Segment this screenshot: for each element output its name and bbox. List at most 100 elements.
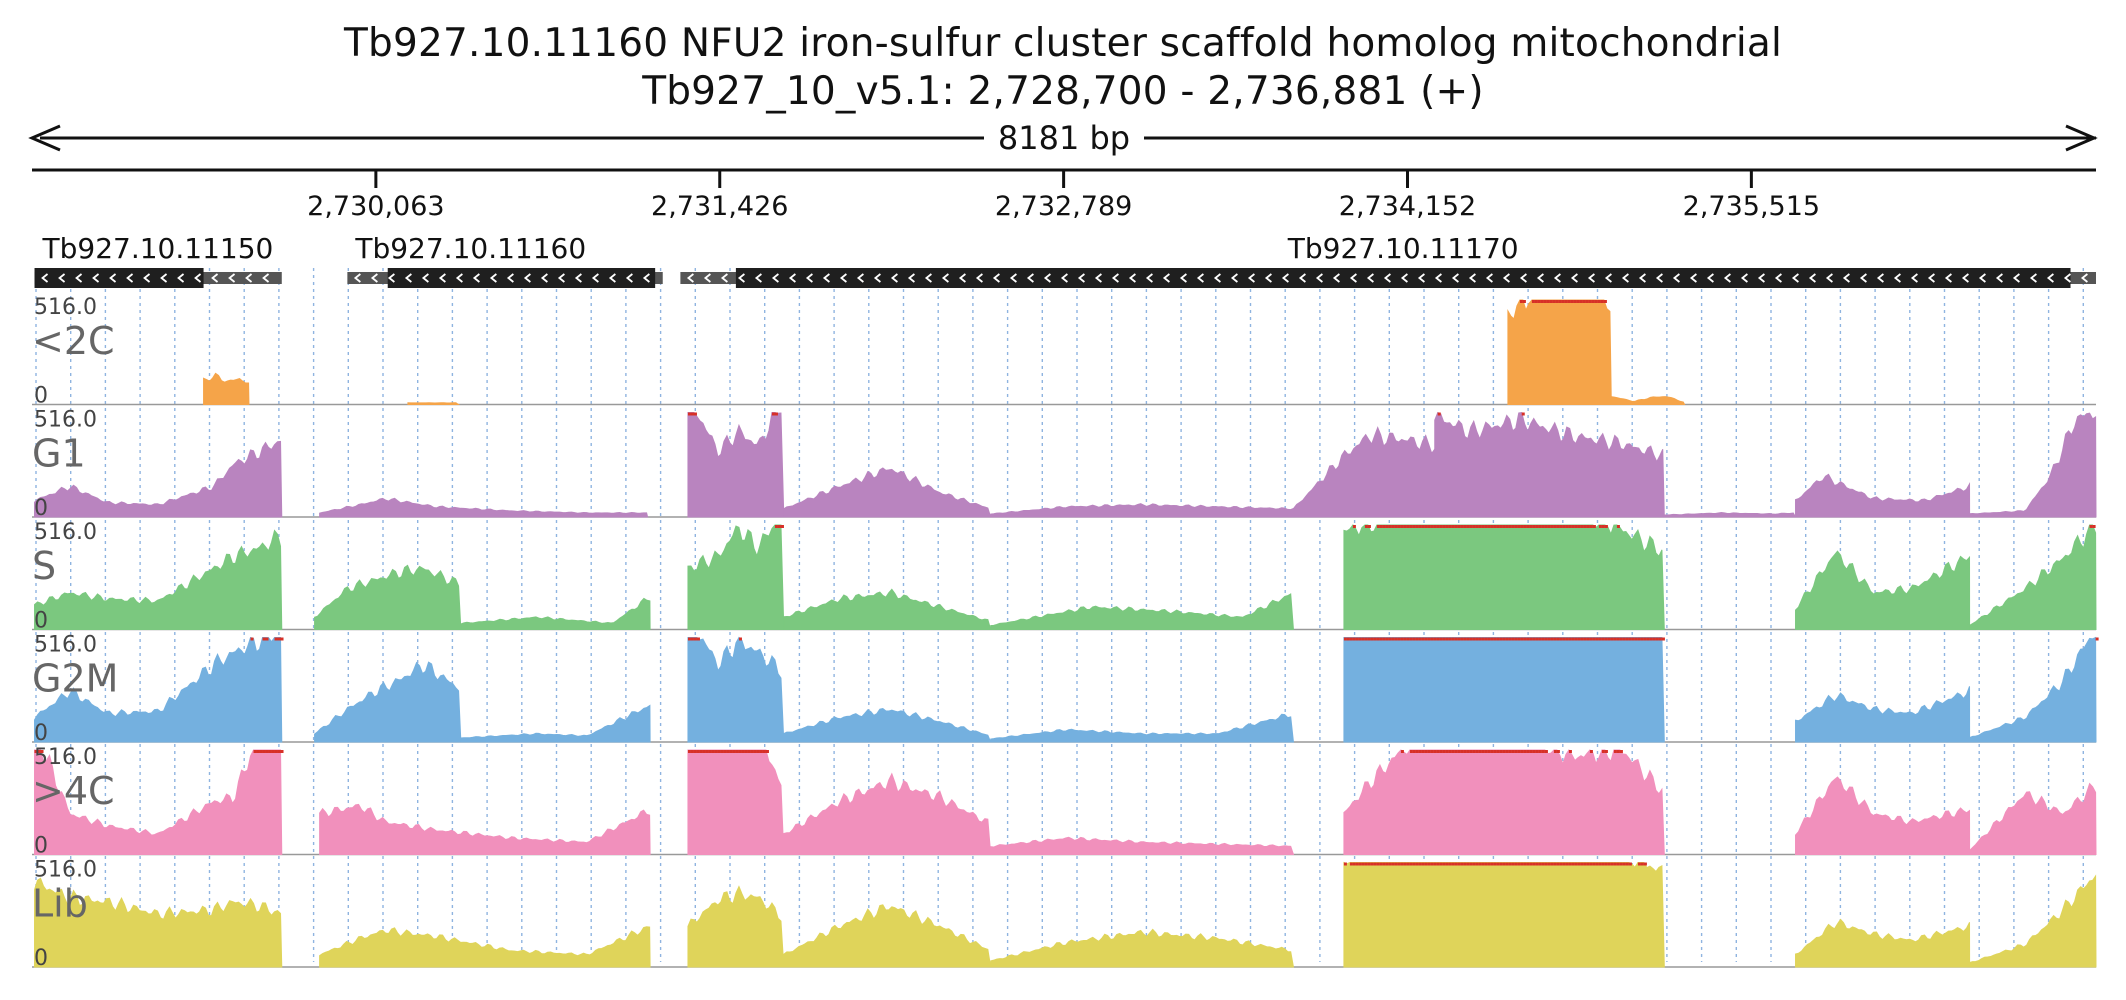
- clip-marker: [1469, 862, 1473, 866]
- clip-marker: [1364, 862, 1368, 866]
- clip-marker: [1370, 862, 1374, 866]
- coverage-area: [1343, 524, 1665, 630]
- strand-chevron: [771, 273, 779, 283]
- clip-marker: [1442, 862, 1446, 866]
- clip-marker: [750, 750, 754, 753]
- coverage-track: 516.0 0 Lib: [32, 858, 2097, 971]
- clip-marker: [1352, 525, 1356, 528]
- clip-marker: [735, 750, 739, 753]
- strand-chevron: [788, 273, 796, 283]
- coverage-area: [34, 877, 283, 968]
- strand-chevron: [2046, 273, 2054, 283]
- clip-marker: [1388, 862, 1392, 866]
- track-name: G2M: [32, 657, 118, 701]
- clip-marker: [1493, 637, 1497, 641]
- clip-marker: [1406, 862, 1410, 866]
- clip-marker: [265, 637, 269, 641]
- coverage-area: [1969, 874, 2097, 968]
- clip-marker: [1634, 637, 1638, 641]
- coverage-area: [314, 661, 462, 743]
- clip-marker: [1571, 525, 1575, 528]
- gene-cds-bar[interactable]: [387, 268, 656, 288]
- strand-chevron: [1893, 273, 1901, 283]
- clip-marker: [1573, 300, 1577, 303]
- clip-marker: [1517, 862, 1521, 866]
- clip-marker: [1397, 637, 1401, 641]
- clip-marker: [1505, 862, 1509, 866]
- strand-chevron: [2029, 273, 2037, 283]
- clip-marker: [1343, 637, 1347, 641]
- clip-marker: [1592, 637, 1596, 641]
- strand-chevron: [370, 273, 378, 283]
- clip-marker: [1555, 300, 1559, 303]
- coverage-track: 516.0 0 <2C: [32, 295, 2096, 409]
- clip-marker: [1409, 862, 1413, 866]
- coverage-area: [990, 593, 1295, 630]
- track-min-label: 0: [34, 721, 48, 746]
- clip-marker: [1544, 525, 1548, 528]
- clip-marker: [1517, 750, 1521, 753]
- strand-chevron: [353, 273, 361, 283]
- clip-marker: [1436, 637, 1440, 641]
- clip-marker: [1568, 637, 1572, 641]
- clip-marker: [756, 750, 760, 753]
- strand-chevron: [1213, 273, 1221, 283]
- clip-marker: [253, 750, 257, 753]
- clip-marker: [1571, 862, 1575, 866]
- clip-marker: [1577, 525, 1581, 528]
- strand-chevron: [1723, 273, 1731, 283]
- gene-label[interactable]: Tb927.10.11150: [42, 232, 274, 265]
- coverage-area: [1343, 861, 1665, 968]
- clip-marker: [1576, 300, 1580, 303]
- clip-marker: [1385, 637, 1389, 641]
- gene-label[interactable]: Tb927.10.11170: [1287, 232, 1519, 265]
- clip-marker: [1424, 525, 1428, 528]
- clip-marker: [1379, 862, 1383, 866]
- clip-marker: [1364, 525, 1368, 528]
- clip-marker: [1616, 750, 1620, 753]
- coverage-area: [1343, 749, 1665, 855]
- clip-marker: [1433, 637, 1437, 641]
- strand-chevron: [1570, 273, 1578, 283]
- clip-marker: [1427, 862, 1431, 866]
- clip-marker: [717, 750, 721, 753]
- coverage-area: [1795, 776, 1971, 855]
- clip-marker: [1376, 862, 1380, 866]
- clip-marker: [1580, 525, 1584, 528]
- coverage-area: [687, 524, 785, 630]
- clip-marker: [1600, 300, 1604, 303]
- strand-chevron: [1366, 273, 1374, 283]
- clip-marker: [1466, 862, 1470, 866]
- clip-marker: [1574, 637, 1578, 641]
- clip-marker: [1478, 862, 1482, 866]
- strand-chevron: [126, 273, 134, 283]
- clip-marker: [1640, 862, 1644, 866]
- clip-marker: [277, 750, 281, 753]
- clip-marker: [1514, 637, 1518, 641]
- clip-marker: [1649, 637, 1653, 641]
- strand-chevron: [958, 273, 966, 283]
- clip-marker: [1421, 750, 1425, 753]
- strand-chevron: [1179, 273, 1187, 283]
- clip-marker: [1490, 750, 1494, 753]
- clip-marker: [1454, 750, 1458, 753]
- coverage-area: [460, 597, 651, 630]
- strand-chevron: [1825, 273, 1833, 283]
- clip-marker: [1619, 862, 1623, 866]
- clip-marker: [1445, 637, 1449, 641]
- strand-chevron: [1451, 273, 1459, 283]
- clip-marker: [1568, 750, 1572, 753]
- clip-marker: [1433, 862, 1437, 866]
- clip-marker: [1457, 750, 1461, 753]
- clip-marker: [1529, 525, 1533, 528]
- clip-marker: [1655, 637, 1659, 641]
- strand-chevron: [1995, 273, 2003, 283]
- span-arrow-right: [2065, 124, 2098, 152]
- coverage-track: 516.0 0 G1: [32, 408, 2097, 521]
- strand-chevron: [642, 273, 650, 283]
- gene-cds-bar[interactable]: [34, 268, 204, 288]
- clip-marker: [280, 750, 284, 753]
- gene-label[interactable]: Tb927.10.11160: [354, 232, 586, 265]
- track-min-label: 0: [34, 834, 48, 859]
- clip-marker: [1610, 862, 1614, 866]
